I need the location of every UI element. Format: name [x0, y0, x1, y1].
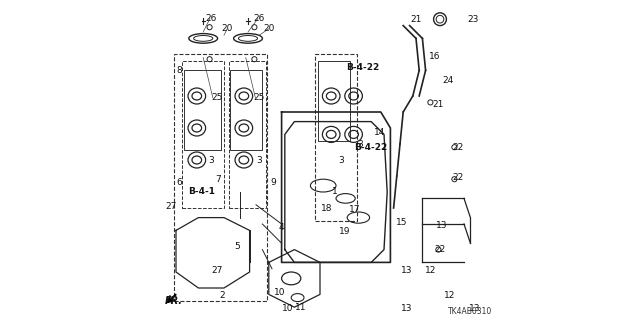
- Text: 21: 21: [433, 100, 444, 108]
- Bar: [315, 54, 357, 221]
- Text: 9: 9: [271, 178, 276, 187]
- Text: 10: 10: [282, 304, 294, 313]
- Bar: [229, 61, 266, 208]
- Text: 10: 10: [275, 288, 285, 297]
- Text: 27: 27: [166, 202, 177, 211]
- Text: FR.: FR.: [164, 296, 183, 306]
- Text: 25: 25: [253, 93, 264, 102]
- Text: 27: 27: [211, 266, 223, 275]
- Text: 12: 12: [425, 266, 436, 275]
- Text: 13: 13: [401, 266, 412, 275]
- Text: 23: 23: [467, 15, 479, 24]
- Text: 22: 22: [452, 173, 463, 182]
- Text: 3: 3: [257, 156, 262, 164]
- Text: 18: 18: [321, 204, 332, 212]
- Text: 5: 5: [234, 242, 239, 251]
- Text: B-4-22: B-4-22: [347, 63, 380, 72]
- Text: 20: 20: [221, 24, 233, 33]
- Text: 3: 3: [209, 156, 214, 164]
- Text: 2: 2: [220, 292, 225, 300]
- Text: 3: 3: [357, 140, 363, 148]
- Text: 16: 16: [429, 52, 441, 60]
- Text: 6: 6: [177, 178, 182, 187]
- Text: 17: 17: [349, 205, 361, 214]
- Bar: [182, 61, 224, 208]
- Text: 3: 3: [338, 156, 344, 164]
- Bar: [174, 54, 268, 301]
- Text: 8: 8: [177, 66, 182, 75]
- Text: 1: 1: [332, 188, 337, 196]
- Text: 11: 11: [295, 303, 307, 312]
- Text: 19: 19: [339, 228, 351, 236]
- Bar: [184, 70, 221, 150]
- Text: 7: 7: [216, 175, 221, 184]
- Text: 25: 25: [211, 93, 223, 102]
- Text: 20: 20: [263, 24, 275, 33]
- Bar: [319, 61, 351, 141]
- Text: 14: 14: [374, 128, 385, 137]
- Text: 13: 13: [470, 304, 481, 313]
- Text: 26: 26: [205, 14, 216, 23]
- Text: 21: 21: [410, 15, 422, 24]
- Text: 15: 15: [396, 218, 407, 227]
- Text: 12: 12: [444, 292, 455, 300]
- Text: TK4AB0310: TK4AB0310: [448, 308, 493, 316]
- Text: 26: 26: [253, 14, 264, 23]
- Text: 13: 13: [401, 304, 412, 313]
- Text: 22: 22: [435, 245, 445, 254]
- Text: 22: 22: [452, 143, 463, 152]
- Text: B-4-22: B-4-22: [355, 143, 388, 152]
- Text: 4: 4: [279, 223, 284, 232]
- Bar: [230, 70, 262, 150]
- Text: 13: 13: [436, 221, 447, 230]
- Text: B-4-1: B-4-1: [188, 188, 215, 196]
- Text: 24: 24: [442, 76, 454, 84]
